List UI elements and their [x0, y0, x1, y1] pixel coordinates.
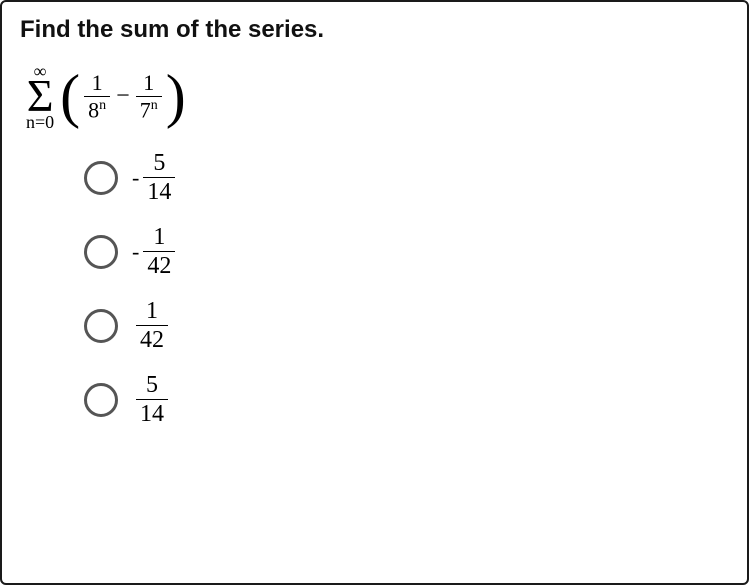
- term-2-num: 1: [139, 70, 158, 96]
- option-4[interactable]: 5 14: [84, 365, 729, 435]
- options-list: - 5 14 - 1 42: [84, 143, 729, 435]
- option-3-label: 1 42: [132, 297, 168, 354]
- term-1-fraction: 1 8n: [84, 70, 110, 123]
- term-2-fraction: 1 7n: [136, 70, 162, 123]
- radio-icon[interactable]: [84, 309, 118, 343]
- option-1[interactable]: - 5 14: [84, 143, 729, 213]
- option-2[interactable]: - 1 42: [84, 217, 729, 287]
- question-title: Find the sum of the series.: [20, 16, 729, 44]
- summation-expression: ∞ Σ n=0 ( 1 8n − 1 7n ): [26, 62, 729, 131]
- option-2-label: - 1 42: [132, 223, 175, 280]
- right-paren: ): [166, 69, 186, 123]
- sigma-lower: n=0: [26, 113, 54, 131]
- radio-icon[interactable]: [84, 235, 118, 269]
- term-1-num: 1: [88, 70, 107, 96]
- option-4-label: 5 14: [132, 371, 168, 428]
- radio-icon[interactable]: [84, 383, 118, 417]
- option-1-label: - 5 14: [132, 149, 175, 206]
- option-3[interactable]: 1 42: [84, 291, 729, 361]
- sigma-symbol: Σ: [27, 78, 54, 115]
- left-paren: (: [60, 69, 80, 123]
- radio-icon[interactable]: [84, 161, 118, 195]
- term-1-den: 8n: [84, 97, 110, 123]
- minus-sign: −: [110, 83, 136, 110]
- term-2-den: 7n: [136, 97, 162, 123]
